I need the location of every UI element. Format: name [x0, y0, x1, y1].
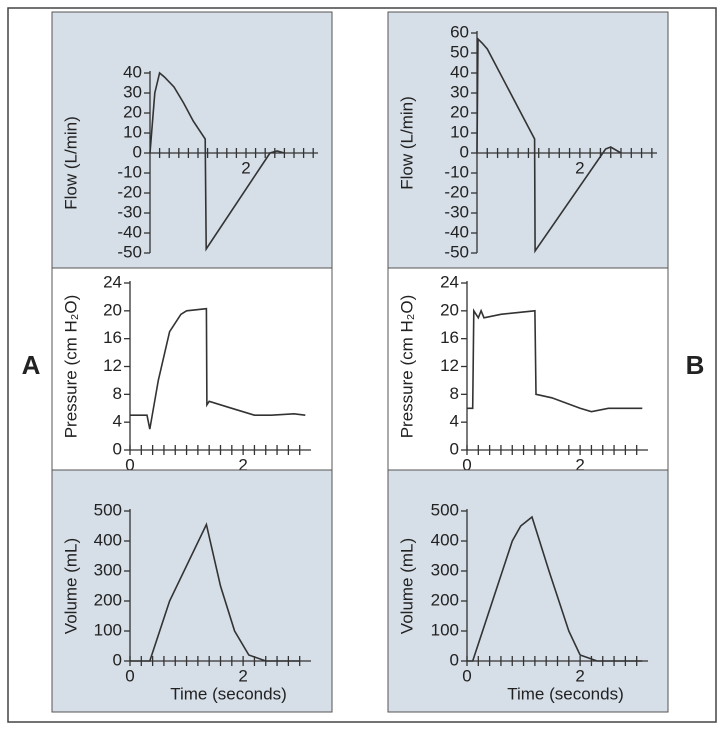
x-tick-label: 2 [238, 666, 247, 685]
y-tick-label: 40 [123, 62, 142, 81]
y-tick-label: 12 [440, 356, 459, 375]
x-tick-label: 0 [462, 666, 471, 685]
x-axis-label: Time (seconds) [507, 684, 624, 703]
x-tick-label: 0 [462, 455, 471, 474]
y-axis-label: Volume (mL) [397, 538, 416, 634]
y-axis-label: Flow (L/min) [397, 96, 416, 190]
data-line [476, 37, 622, 254]
y-tick-label: 0 [113, 650, 122, 669]
y-tick-label: -50 [444, 242, 469, 261]
y-tick-label: 12 [103, 356, 122, 375]
y-tick-label: -30 [117, 202, 142, 221]
x-tick-label: 0 [125, 455, 134, 474]
y-tick-label: 24 [103, 272, 122, 291]
y-tick-label: 60 [450, 22, 469, 41]
y-tick-label: 0 [460, 142, 469, 161]
y-tick-label: 16 [103, 328, 122, 347]
data-line [467, 308, 643, 413]
y-tick-label: 4 [113, 412, 122, 431]
y-tick-label: -20 [444, 182, 469, 201]
y-tick-label: 4 [450, 412, 459, 431]
y-tick-label: -10 [444, 162, 469, 181]
y-tick-label: 8 [450, 384, 459, 403]
data-line [130, 307, 306, 430]
data-line [467, 515, 643, 662]
y-tick-label: 16 [440, 328, 459, 347]
y-tick-label: 10 [450, 122, 469, 141]
x-axis-label: Time (seconds) [170, 684, 287, 703]
x-tick-label: 0 [125, 666, 134, 685]
y-tick-label: 30 [123, 82, 142, 101]
y-tick-label: 500 [94, 500, 122, 519]
y-tick-label: -30 [444, 202, 469, 221]
y-tick-label: 40 [450, 62, 469, 81]
y-tick-label: 100 [431, 620, 459, 639]
y-tick-label: 20 [440, 300, 459, 319]
y-tick-label: 20 [123, 102, 142, 121]
y-axis-label: Pressure (cm H₂O) [61, 295, 80, 439]
x-tick-label: 2 [241, 158, 250, 177]
y-tick-label: 400 [94, 530, 122, 549]
x-tick-label: 2 [238, 455, 247, 474]
y-tick-label: 0 [133, 142, 142, 161]
panel [51, 267, 333, 471]
y-axis-label: Pressure (cm H₂O) [397, 295, 416, 439]
y-tick-label: 0 [450, 650, 459, 669]
y-tick-label: 0 [450, 439, 459, 458]
panel [387, 11, 669, 269]
panel [51, 469, 333, 713]
y-axis-label: Flow (L/min) [61, 116, 80, 210]
y-tick-label: -20 [117, 182, 142, 201]
y-tick-label: -40 [444, 222, 469, 241]
y-axis-label: Volume (mL) [61, 538, 80, 634]
y-tick-label: 400 [431, 530, 459, 549]
panel [51, 11, 333, 269]
y-tick-label: 50 [450, 42, 469, 61]
y-tick-label: 100 [94, 620, 122, 639]
data-line [130, 522, 300, 662]
y-tick-label: 300 [94, 560, 122, 579]
y-tick-label: 20 [450, 102, 469, 121]
panel [387, 469, 669, 713]
y-tick-label: 20 [103, 300, 122, 319]
x-tick-label: 2 [575, 158, 584, 177]
panel-label: B [686, 350, 705, 380]
y-tick-label: -40 [117, 222, 142, 241]
y-tick-label: -10 [117, 162, 142, 181]
y-tick-label: 8 [113, 384, 122, 403]
y-tick-label: 200 [94, 590, 122, 609]
x-tick-label: 2 [575, 455, 584, 474]
y-tick-label: 500 [431, 500, 459, 519]
y-tick-label: 200 [431, 590, 459, 609]
y-tick-label: 24 [440, 272, 459, 291]
y-tick-label: 10 [123, 122, 142, 141]
y-tick-label: -50 [117, 242, 142, 261]
x-tick-label: 2 [575, 666, 584, 685]
y-tick-label: 30 [450, 82, 469, 101]
panel-label: A [22, 350, 41, 380]
y-tick-label: 300 [431, 560, 459, 579]
panel [387, 267, 669, 471]
data-line [149, 71, 285, 252]
y-tick-label: 0 [113, 439, 122, 458]
